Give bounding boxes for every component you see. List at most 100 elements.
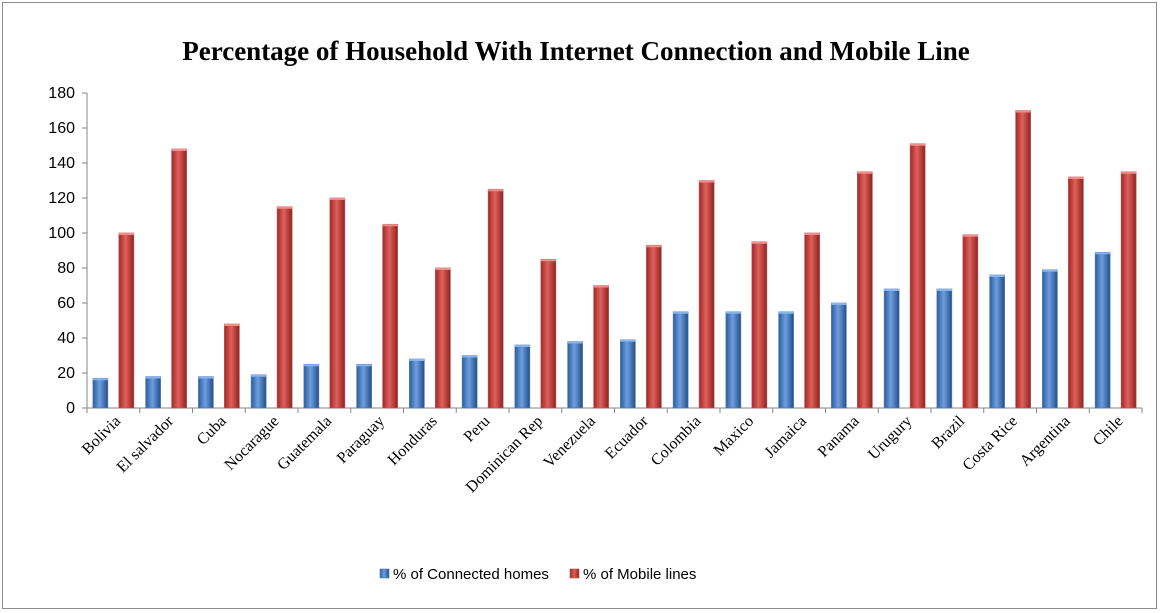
mobile-lines-bar-cap (751, 241, 767, 244)
y-tick-label: 100 (48, 225, 75, 242)
y-tick-label: 140 (48, 155, 75, 172)
y-tick-label: 20 (57, 365, 75, 382)
bars (92, 110, 1137, 409)
mobile-lines-bar-cap (910, 143, 926, 146)
mobile-lines-bar-cap (224, 324, 240, 326)
mobile-lines-bar-cap (699, 180, 715, 183)
connected-homes-bar-cap (356, 364, 372, 367)
connected-homes-bar (1094, 251, 1111, 409)
connected-homes-bar (883, 288, 900, 409)
connected-homes-bar-cap (145, 376, 161, 379)
mobile-lines-bar (382, 223, 398, 409)
y-axis: 0 20 40 60 80 100 120 140 160 180 (48, 85, 88, 417)
connected-homes-bar-cap (620, 339, 636, 342)
mobile-lines-bar (118, 232, 135, 409)
connected-homes-bar (989, 274, 1005, 409)
bar-chart: Percentage of Household With Internet Co… (48, 36, 1143, 583)
connected-homes-bar (92, 377, 109, 409)
y-tick-label: 0 (66, 400, 75, 417)
mobile-lines-bar (804, 232, 820, 409)
connected-homes-bar (725, 311, 742, 409)
mobile-lines-bar (171, 148, 187, 409)
connected-homes-bar (778, 311, 794, 409)
x-tick-label: El salvador (114, 412, 178, 476)
mobile-lines-bar (329, 197, 346, 409)
mobile-lines-bar (646, 244, 662, 409)
mobile-lines-bar-cap (1068, 177, 1084, 179)
connected-homes-bar-cap (1042, 269, 1058, 272)
x-tick-label: Peru (461, 413, 494, 446)
mobile-lines-bar (276, 206, 293, 409)
connected-homes-bar-cap (514, 345, 530, 347)
x-tick-label: Maxico (711, 413, 758, 460)
x-tick-label: Paraguay (334, 413, 388, 467)
connected-homes-bar (461, 355, 478, 409)
legend-swatch-mobile-lines (569, 568, 580, 579)
chart-title: Percentage of Household With Internet Co… (182, 36, 970, 66)
mobile-lines-bar-cap (593, 285, 609, 288)
mobile-lines-bar-cap (277, 206, 293, 209)
y-tick-label: 40 (57, 330, 75, 347)
mobile-lines-bar (593, 285, 609, 409)
connected-homes-bar (567, 341, 583, 409)
connected-homes-bar-cap (831, 303, 847, 305)
mobile-lines-bar-cap (1121, 171, 1137, 174)
x-tick-label: Urugury (865, 413, 915, 463)
connected-homes-bar (831, 302, 847, 409)
connected-homes-bar (514, 344, 531, 409)
connected-homes-bar-cap (303, 364, 319, 367)
legend: % of Connected homes % of Mobile lines (379, 566, 696, 583)
x-tick-label: Honduras (385, 413, 441, 469)
x-tick-label: Jamaica (761, 413, 809, 461)
legend-label-mobile-lines: % of Mobile lines (583, 566, 696, 583)
connected-homes-bar (356, 363, 372, 409)
x-tick-label: Venezuela (540, 413, 599, 472)
x-tick-label: Cuba (194, 413, 230, 449)
connected-homes-bar-cap (567, 341, 583, 344)
connected-homes-bar (303, 363, 320, 409)
mobile-lines-bar-cap (171, 149, 187, 151)
mobile-lines-bar-cap (118, 233, 134, 235)
mobile-lines-bar-cap (488, 189, 504, 192)
mobile-lines-bar (1015, 110, 1031, 409)
x-tick-label: Costa Rice (960, 413, 1021, 474)
mobile-lines-bar (909, 143, 926, 409)
connected-homes-bar (672, 311, 689, 409)
connected-homes-bar-cap (673, 311, 689, 314)
connected-homes-bar-cap (198, 376, 214, 379)
mobile-lines-bar-cap (857, 171, 873, 174)
connected-homes-bar (409, 358, 425, 409)
mobile-lines-bar (857, 171, 873, 409)
x-tick-label: Colombia (648, 413, 705, 470)
x-tick-label: Nocarague (221, 413, 282, 474)
y-tick-label: 80 (57, 260, 75, 277)
connected-homes-bar-cap (409, 359, 425, 361)
mobile-lines-bar (224, 323, 240, 409)
mobile-lines-bar-cap (329, 198, 345, 200)
mobile-lines-bar (751, 241, 768, 409)
legend-swatch-connected-homes (379, 568, 390, 579)
y-tick-label: 160 (48, 120, 75, 137)
mobile-lines-bar (698, 180, 715, 409)
mobile-lines-bar (1068, 176, 1084, 409)
x-tick-label: Brazil (929, 412, 969, 452)
mobile-lines-bar-cap (1015, 110, 1031, 113)
connected-homes-bar-cap (778, 311, 794, 314)
connected-homes-bar (620, 339, 636, 409)
mobile-lines-bar (962, 234, 979, 409)
mobile-lines-bar-cap (646, 245, 662, 248)
mobile-lines-bar-cap (804, 233, 820, 235)
x-tick-label: Chile (1090, 413, 1127, 450)
x-tick-label: Panama (815, 413, 863, 461)
x-tick-label: Argentina (1017, 413, 1074, 470)
connected-homes-bar-cap (1095, 252, 1111, 255)
mobile-lines-bar (540, 258, 557, 409)
mobile-lines-bar-cap (435, 268, 451, 270)
mobile-lines-bar (487, 188, 504, 409)
connected-homes-bar (936, 288, 953, 409)
connected-homes-bar-cap (251, 374, 267, 377)
connected-homes-bar-cap (92, 378, 108, 381)
x-tick-label: Ecuador (602, 412, 652, 462)
